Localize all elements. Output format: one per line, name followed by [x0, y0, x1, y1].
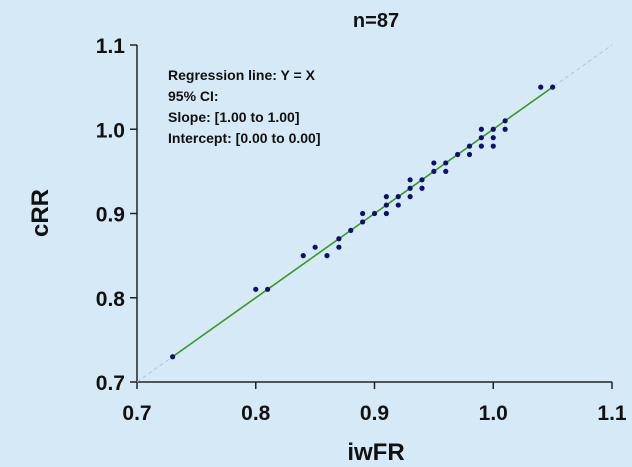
- chart-title: n=87: [353, 10, 399, 32]
- data-point: [490, 135, 496, 141]
- data-point: [478, 135, 484, 141]
- data-point: [407, 185, 413, 191]
- data-point: [443, 168, 449, 174]
- axis-ticks: 0.7 0.8 0.9 1.0 1.1 0.7 0.8 0.9 1.0 1.1: [96, 35, 627, 425]
- data-points: [170, 84, 556, 360]
- data-point: [253, 286, 259, 292]
- data-point: [383, 202, 389, 208]
- data-point: [383, 210, 389, 217]
- data-point: [538, 84, 544, 90]
- data-point: [490, 126, 496, 132]
- data-point: [466, 143, 473, 149]
- data-point: [419, 177, 425, 183]
- data-point: [419, 185, 425, 191]
- x-tick-label: 1.1: [597, 402, 627, 425]
- data-point: [360, 219, 366, 225]
- y-tick-label: 0.9: [96, 204, 125, 227]
- data-point: [407, 194, 413, 200]
- data-point: [170, 354, 176, 360]
- annotation-line-4: Intercept: [0.00 to 0.00]: [168, 130, 321, 146]
- x-tick-label: 0.7: [122, 402, 151, 425]
- data-point: [478, 126, 484, 132]
- y-tick-label: 0.8: [96, 288, 126, 311]
- annotation-line-3: Slope: [1.00 to 1.00]: [168, 109, 299, 125]
- data-point: [336, 244, 342, 250]
- data-point: [455, 151, 461, 158]
- x-tick-label: 0.8: [241, 402, 271, 425]
- x-tick-label: 1.0: [479, 402, 508, 425]
- data-point: [383, 194, 389, 200]
- data-point: [502, 118, 508, 124]
- x-axis-label: iwFR: [347, 439, 404, 466]
- data-point: [360, 210, 366, 217]
- data-point: [265, 286, 271, 292]
- data-point: [395, 194, 401, 200]
- data-point: [336, 236, 342, 242]
- annotation-line-1: Regression line: Y = X: [168, 67, 316, 83]
- data-point: [478, 143, 484, 149]
- y-axis-label: cRR: [27, 189, 54, 237]
- data-point: [466, 151, 473, 158]
- annotation-line-2: 95% CI:: [168, 88, 219, 104]
- regression-annotation: Regression line: Y = X 95% CI: Slope: [1…: [168, 67, 321, 146]
- data-point: [348, 227, 354, 233]
- y-tick-label: 0.7: [96, 372, 125, 395]
- data-point: [490, 143, 496, 149]
- y-tick-label: 1.0: [96, 119, 125, 142]
- data-point: [431, 160, 437, 166]
- data-point: [300, 253, 306, 259]
- y-tick-label: 1.1: [96, 35, 126, 58]
- x-tick-label: 0.9: [360, 402, 389, 425]
- data-point: [324, 253, 330, 259]
- data-point: [502, 126, 508, 132]
- data-point: [443, 160, 449, 166]
- data-point: [431, 168, 437, 174]
- data-point: [407, 177, 413, 183]
- data-point: [312, 244, 318, 250]
- data-point: [371, 210, 378, 217]
- data-point: [550, 84, 556, 90]
- data-point: [395, 202, 401, 208]
